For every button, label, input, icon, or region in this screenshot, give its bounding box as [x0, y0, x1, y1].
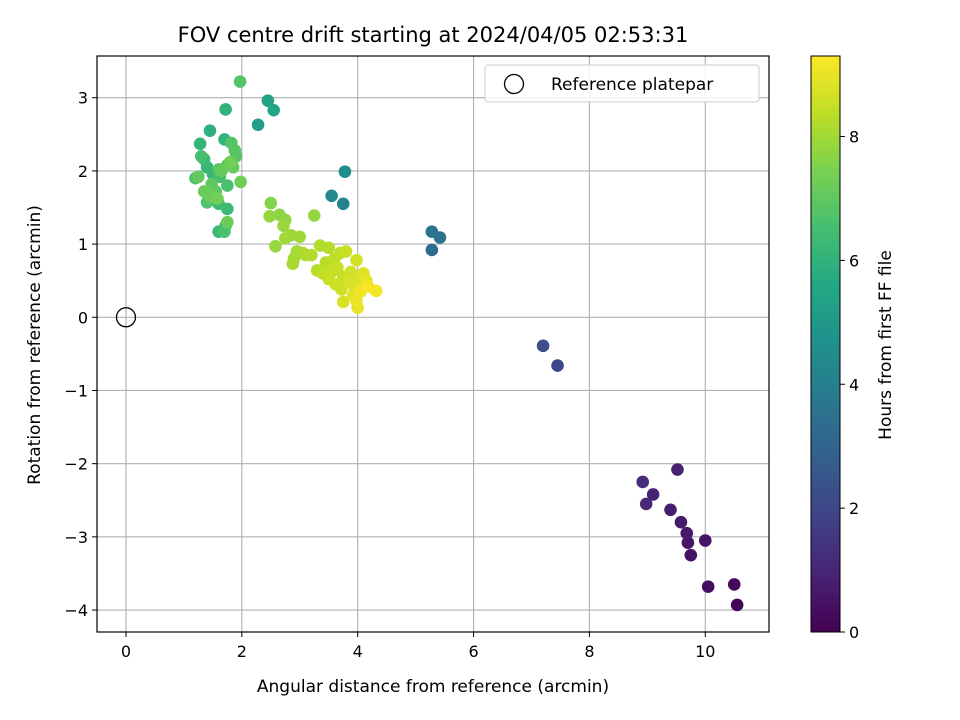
colorbar-tick-label: 2	[849, 499, 859, 518]
x-tick-label: 6	[468, 642, 478, 661]
y-tick-label: 0	[78, 308, 88, 327]
data-point	[234, 175, 247, 189]
data-point	[228, 144, 242, 157]
data-point	[536, 339, 550, 353]
data-point	[251, 118, 265, 132]
y-axis-ticks: 3 2 1 0 −1 −2 −3 −4	[64, 89, 97, 620]
x-tick-label: 8	[584, 642, 594, 661]
colorbar-label: Hours from first FF file	[876, 250, 896, 440]
data-point	[664, 503, 677, 517]
colorbar-tick-label: 0	[849, 623, 859, 642]
data-point	[350, 294, 363, 308]
data-point	[336, 197, 350, 211]
grid-lines	[97, 56, 769, 632]
y-tick-label: −1	[64, 381, 88, 400]
reference-platepar-marker	[115, 307, 137, 328]
data-point	[286, 257, 300, 271]
data-point	[350, 253, 363, 267]
data-point	[211, 192, 224, 206]
data-point	[293, 230, 307, 244]
chart-title: FOV centre drift starting at 2024/04/05 …	[178, 23, 689, 47]
data-point	[219, 103, 232, 116]
data-point	[336, 295, 350, 309]
data-point	[331, 261, 344, 274]
data-point	[233, 75, 247, 88]
data-point	[361, 280, 375, 293]
legend-box	[484, 64, 760, 103]
data-point	[425, 225, 439, 238]
data-point	[684, 548, 698, 562]
data-point	[727, 578, 741, 591]
x-axis-ticks: 0 2 4 6 8 10	[121, 632, 715, 661]
y-tick-label: 2	[78, 162, 88, 181]
legend: Reference platepar	[484, 64, 760, 103]
data-point	[307, 209, 321, 222]
colorbar	[810, 55, 841, 633]
data-point	[221, 215, 234, 229]
data-point	[267, 103, 280, 117]
data-point	[325, 189, 338, 203]
data-point	[701, 580, 715, 593]
y-tick-label: −4	[64, 601, 88, 620]
y-tick-label: −2	[64, 455, 88, 474]
colorbar-tick-label: 6	[849, 251, 859, 270]
data-point	[218, 225, 231, 238]
y-tick-label: −3	[64, 528, 88, 547]
data-point	[221, 179, 234, 192]
x-axis-label: Angular distance from reference (arcmin)	[257, 677, 609, 697]
data-point	[203, 124, 217, 137]
data-point	[278, 231, 292, 245]
plot-frame	[96, 55, 770, 633]
colorbar-tick-label: 4	[849, 375, 859, 394]
data-point	[681, 536, 695, 550]
data-point	[730, 598, 744, 612]
x-tick-label: 2	[237, 642, 247, 661]
data-point	[305, 248, 318, 262]
y-axis-label: Rotation from reference (arcmin)	[25, 205, 45, 485]
data-point	[338, 165, 352, 178]
data-point	[215, 164, 228, 178]
y-tick-label: 3	[78, 89, 88, 108]
colorbar-tick-label: 8	[849, 128, 859, 147]
data-point	[261, 94, 275, 107]
x-tick-label: 10	[695, 642, 715, 661]
data-point	[269, 239, 282, 253]
data-point	[674, 515, 688, 529]
reference-marker-group	[115, 307, 137, 328]
data-point	[698, 534, 712, 547]
colorbar-ticks: 0 2 4 6 8	[840, 128, 859, 642]
data-point	[322, 241, 336, 255]
data-point	[192, 170, 205, 184]
data-point	[277, 219, 290, 233]
data-point	[193, 137, 207, 151]
data-point	[425, 243, 439, 257]
data-point	[223, 155, 237, 169]
data-point	[551, 359, 564, 372]
data-point	[194, 149, 208, 163]
data-point	[639, 497, 653, 511]
data-point	[636, 475, 650, 489]
legend-reference-marker	[503, 73, 525, 95]
data-point	[339, 245, 353, 258]
data-point	[671, 463, 684, 476]
x-tick-label: 0	[121, 642, 131, 661]
x-tick-label: 4	[353, 642, 363, 661]
data-point	[263, 209, 276, 223]
data-point	[680, 526, 694, 540]
y-tick-label: 1	[78, 235, 88, 254]
legend-label: Reference platepar	[551, 75, 713, 95]
data-points	[189, 75, 744, 612]
data-point	[646, 488, 660, 501]
data-point	[264, 196, 278, 210]
